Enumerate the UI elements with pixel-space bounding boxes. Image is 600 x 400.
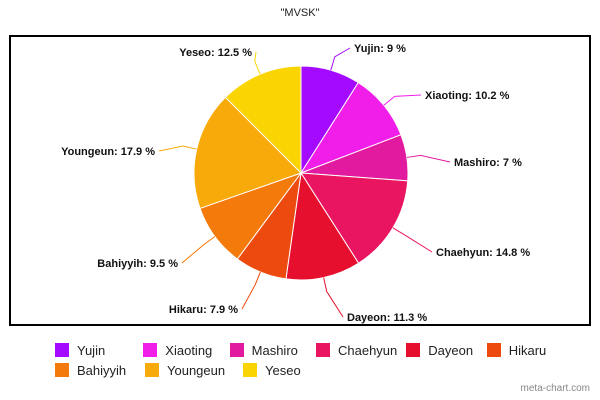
leader-line-yujin [330, 47, 351, 71]
legend-item-mashiro[interactable]: Mashiro [229, 342, 316, 358]
legend-item-yujin[interactable]: Yujin [55, 343, 143, 358]
data-label-yeseo: Yeseo: 12.5 % [179, 47, 252, 59]
legend-row-1: Yujin Xiaoting Mashiro Chaehyun Dayeon H… [55, 340, 575, 360]
legend-item-chaehyun[interactable]: Chaehyun [315, 342, 406, 358]
legend-label-yujin: Yujin [77, 342, 106, 358]
legend-swatch-yujin [55, 343, 69, 357]
pie-slice-youngeun[interactable] [193, 96, 302, 210]
leader-line-yeseo [254, 51, 261, 75]
data-label-bahiyyih: Bahiyyih: 9.5 % [97, 258, 178, 270]
leader-line-xiaoting [383, 94, 422, 106]
legend-item-hikaru[interactable]: Hikaru [486, 342, 575, 358]
leader-line-dayeon [323, 277, 344, 318]
legend-label-chaehyun: Chaehyun [337, 342, 398, 358]
legend-row-2: Bahiyyih Youngeun Yeseo [55, 360, 575, 380]
data-label-yujin: Yujin: 9 % [354, 43, 406, 55]
legend-label-xiaoting: Xiaoting [165, 342, 213, 358]
legend-item-bahiyyih[interactable]: Bahiyyih [55, 363, 145, 378]
pie-chart: Yujin: 9 % Xiaoting: 10.2 % Mashiro: 7 % Ch… [61, 43, 530, 324]
data-label-mashiro: Mashiro: 7 % [454, 157, 522, 169]
legend-label-bahiyyih: Bahiyyih [77, 362, 127, 378]
legend-swatch-chaehyun [315, 343, 330, 357]
watermark: meta-chart.com [520, 383, 590, 394]
legend-item-dayeon[interactable]: Dayeon [406, 343, 486, 358]
legend-item-xiaoting[interactable]: Xiaoting [143, 343, 229, 358]
legend-label-hikaru: Hikaru [508, 342, 547, 358]
legend: Yujin Xiaoting Mashiro Chaehyun Dayeon H… [55, 340, 575, 380]
leader-line-hikaru [241, 271, 261, 310]
legend-label-dayeon: Dayeon [428, 342, 474, 358]
leader-line-youngeun [158, 145, 197, 152]
data-label-youngeun: Youngeun: 17.9 % [61, 146, 155, 158]
legend-swatch-mashiro [229, 343, 244, 357]
plot-frame: Yujin: 9 % Xiaoting: 10.2 % Mashiro: 7 % Ch… [9, 35, 591, 326]
legend-swatch-yeseo [243, 363, 257, 377]
legend-swatch-youngeun [145, 363, 159, 377]
leader-line-mashiro [406, 154, 451, 163]
data-label-hikaru: Hikaru: 7.9 % [169, 304, 238, 316]
leader-line-chaehyun [392, 227, 433, 253]
leader-line-bahiyyih [181, 236, 216, 264]
legend-swatch-xiaoting [143, 343, 158, 357]
legend-item-yeseo[interactable]: Yeseo [243, 363, 333, 378]
pie-slice-dayeon[interactable] [285, 171, 360, 281]
data-label-chaehyun: Chaehyun: 14.8 % [436, 247, 530, 259]
legend-swatch-hikaru [486, 343, 501, 357]
legend-label-youngeun: Youngeun [167, 362, 226, 378]
legend-item-youngeun[interactable]: Youngeun [145, 363, 243, 378]
legend-label-yeseo: Yeseo [265, 362, 301, 378]
legend-swatch-bahiyyih [55, 363, 69, 377]
legend-swatch-dayeon [406, 343, 421, 357]
data-label-xiaoting: Xiaoting: 10.2 % [425, 90, 510, 102]
chart-title: "MVSK" [280, 7, 320, 19]
legend-label-mashiro: Mashiro [251, 342, 298, 358]
data-label-dayeon: Dayeon: 11.3 % [347, 312, 427, 324]
